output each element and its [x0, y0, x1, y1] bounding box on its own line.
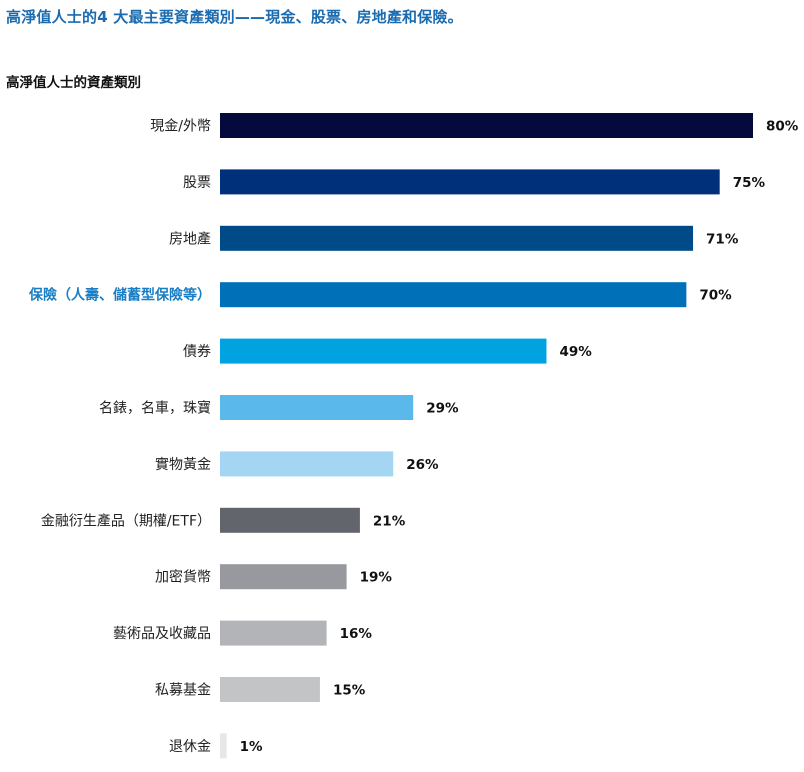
value-label: 71%: [706, 231, 739, 247]
bar: [220, 225, 694, 251]
value-label: 16%: [340, 626, 373, 642]
category-label: 現金/外幣: [150, 119, 211, 135]
bar: [220, 451, 394, 477]
value-label: 21%: [373, 513, 406, 529]
value-label: 1%: [240, 739, 263, 755]
bar: [220, 733, 227, 759]
bar: [220, 620, 327, 646]
category-label: 房地產: [169, 230, 211, 247]
value-label: 49%: [559, 344, 592, 360]
category-label: 保險（人壽、儲蓄型保險等）: [28, 287, 211, 304]
category-label: 私募基金: [155, 682, 211, 699]
bar: [220, 282, 687, 308]
bar: [220, 564, 347, 590]
value-label: 29%: [426, 401, 459, 417]
category-label: 名錶，名車，珠寶: [99, 400, 211, 417]
category-label: 債券: [183, 344, 211, 360]
category-label: 實物黃金: [155, 456, 211, 473]
chart-title: 高淨值人士的資產類別: [6, 75, 141, 91]
bar: [220, 507, 360, 533]
value-label: 19%: [360, 570, 393, 586]
category-label: 股票: [183, 175, 211, 191]
value-label: 75%: [733, 175, 766, 191]
category-label: 加密貨幣: [155, 569, 211, 586]
value-label: 15%: [333, 683, 366, 699]
bar: [220, 169, 720, 195]
value-label: 80%: [766, 119, 799, 135]
page-headline: 高淨值人士的4 大最主要資產類別——現金、股票、房地產和保險。: [6, 8, 463, 26]
bar: [220, 338, 547, 364]
category-label: 藝術品及收藏品: [113, 626, 211, 642]
bar: [220, 677, 320, 702]
value-label: 70%: [699, 288, 732, 304]
value-label: 26%: [406, 457, 439, 473]
category-label: 退休金: [169, 739, 211, 755]
bar: [220, 113, 753, 138]
bar: [220, 395, 414, 420]
category-label: 金融衍生產品（期權/ETF）: [41, 512, 211, 529]
